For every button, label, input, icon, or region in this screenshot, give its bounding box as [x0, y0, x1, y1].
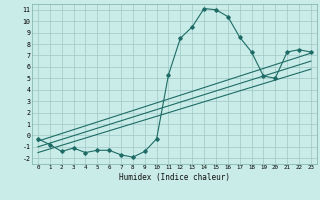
X-axis label: Humidex (Indice chaleur): Humidex (Indice chaleur) — [119, 173, 230, 182]
